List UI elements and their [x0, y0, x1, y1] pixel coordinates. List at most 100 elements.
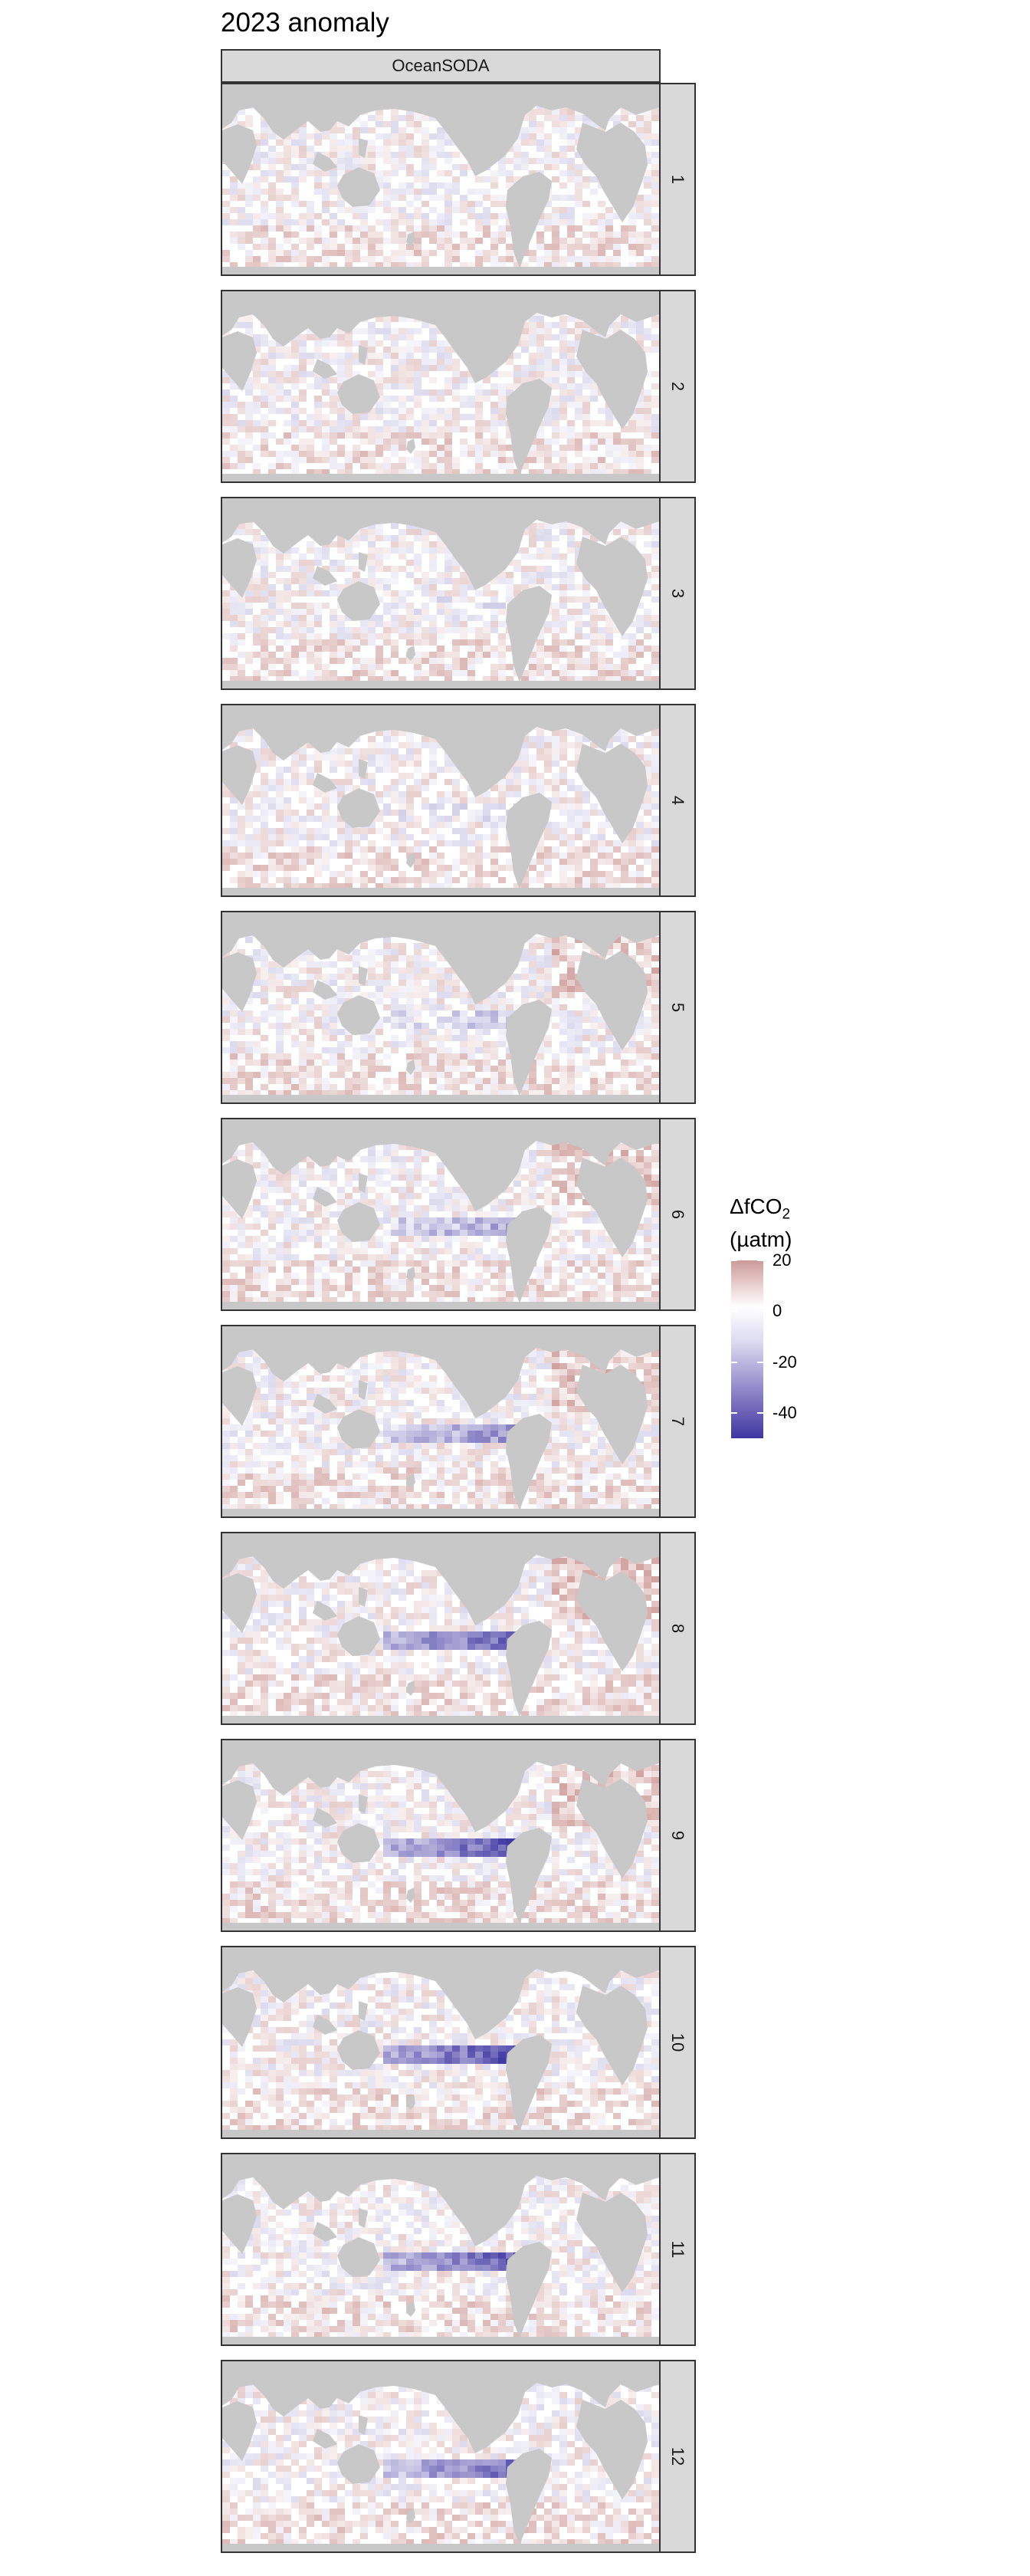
anomaly-cell [291, 761, 299, 767]
anomaly-cell [322, 445, 330, 451]
anomaly-cell [422, 603, 429, 609]
anomaly-cell [238, 730, 245, 736]
anomaly-cell [475, 219, 483, 225]
anomaly-cell [467, 639, 475, 646]
anomaly-cell [345, 627, 353, 633]
anomaly-cell [506, 785, 513, 791]
anomaly-cell [276, 256, 284, 262]
anomaly-cell [337, 785, 345, 791]
anomaly-cell [253, 785, 261, 791]
anomaly-cell [605, 646, 613, 652]
anomaly-cell [368, 566, 376, 572]
anomaly-cell [253, 535, 261, 541]
anomaly-cell [330, 560, 337, 566]
anomaly-cell [414, 785, 422, 791]
anomaly-cell [268, 590, 276, 596]
anomaly-cell [498, 158, 506, 164]
anomaly-cell [399, 328, 406, 334]
anomaly-cell [498, 371, 506, 377]
anomaly-cell [444, 797, 452, 803]
anomaly-cell [636, 670, 644, 676]
anomaly-cell [276, 560, 284, 566]
anomaly-cell [291, 652, 299, 658]
anomaly-cell [268, 572, 276, 578]
anomaly-cell [253, 469, 261, 475]
anomaly-cell [314, 426, 322, 432]
anomaly-cell [322, 816, 330, 822]
anomaly-cell [582, 590, 590, 596]
anomaly-cell [406, 408, 414, 414]
anomaly-cell [261, 779, 268, 785]
anomaly-cell [261, 189, 268, 195]
anomaly-cell [429, 414, 437, 420]
anomaly-cell [429, 195, 437, 201]
anomaly-cell [353, 353, 360, 359]
anomaly-cell [506, 170, 513, 176]
anomaly-cell [444, 182, 452, 189]
anomaly-cell [552, 439, 559, 445]
anomaly-cell [307, 560, 314, 566]
anomaly-cell [429, 621, 437, 627]
anomaly-cell [613, 432, 621, 439]
anomaly-cell [330, 225, 337, 232]
anomaly-cell [582, 633, 590, 639]
anomaly-cell [651, 822, 659, 828]
anomaly-cell [245, 377, 253, 383]
anomaly-cell [422, 457, 429, 463]
anomaly-cell [567, 859, 575, 865]
anomaly-cell [314, 652, 322, 658]
anomaly-cell [598, 256, 605, 262]
anomaly-cell [651, 846, 659, 853]
anomaly-cell [222, 633, 230, 639]
anomaly-cell [552, 670, 559, 676]
anomaly-cell [621, 322, 628, 328]
land-mask-4 [337, 374, 380, 414]
anomaly-cell [406, 347, 414, 353]
anomaly-cell [544, 761, 552, 767]
anomaly-cell [307, 256, 314, 262]
anomaly-cell [284, 615, 291, 621]
anomaly-cell [299, 652, 307, 658]
anomaly-cell [529, 791, 536, 797]
anomaly-cell [582, 457, 590, 463]
anomaly-cell [222, 250, 230, 256]
anomaly-cell [391, 859, 399, 865]
anomaly-cell [299, 396, 307, 402]
anomaly-cell [552, 365, 559, 371]
anomaly-cell [391, 463, 399, 469]
anomaly-cell [383, 658, 391, 664]
anomaly-cell [422, 779, 429, 785]
anomaly-cell [360, 621, 368, 627]
anomaly-cell [222, 201, 230, 207]
anomaly-cell [605, 432, 613, 439]
anomaly-cell [253, 590, 261, 596]
anomaly-cell [245, 865, 253, 871]
anomaly-cell [222, 377, 230, 383]
land-mask-8 [406, 439, 415, 454]
anomaly-cell [261, 584, 268, 590]
land-mask-5 [313, 359, 337, 379]
anomaly-cell [245, 201, 253, 207]
anomaly-cell [498, 572, 506, 578]
anomaly-cell [268, 396, 276, 402]
anomaly-cell [506, 584, 513, 590]
anomaly-cell [621, 232, 628, 238]
anomaly-cell [475, 408, 483, 414]
anomaly-cell [268, 754, 276, 761]
anomaly-cell [544, 201, 552, 207]
anomaly-cell [490, 389, 498, 396]
anomaly-cell [506, 250, 513, 256]
anomaly-cell [376, 633, 383, 639]
anomaly-cell [467, 797, 475, 803]
anomaly-cell [651, 596, 659, 603]
anomaly-cell [268, 615, 276, 621]
anomaly-cell [460, 664, 467, 670]
anomaly-cell [444, 652, 452, 658]
anomaly-cell [330, 408, 337, 414]
anomaly-cell [529, 572, 536, 578]
anomaly-cell [391, 566, 399, 572]
anomaly-cell [498, 803, 506, 810]
anomaly-cell [536, 779, 544, 785]
anomaly-cell [422, 353, 429, 359]
anomaly-cell [253, 541, 261, 547]
